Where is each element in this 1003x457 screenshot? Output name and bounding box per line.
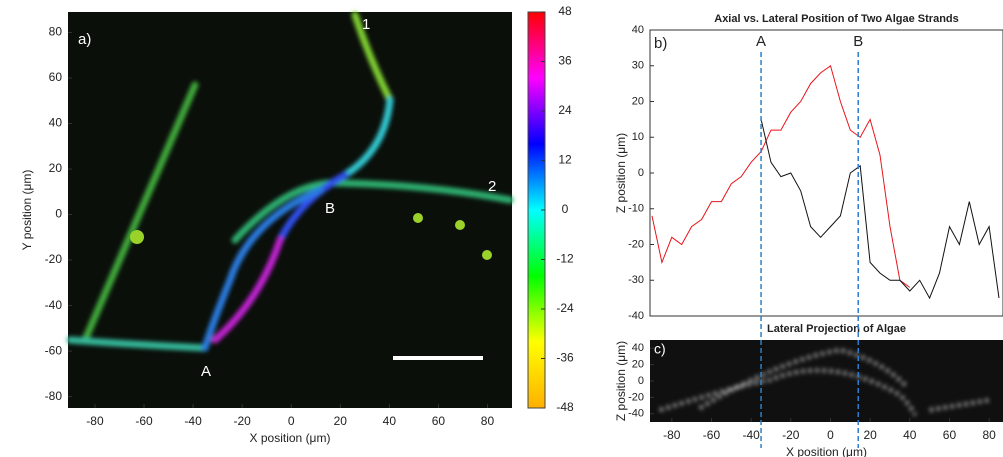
x-tick-label: -80 <box>86 414 104 428</box>
x-tick-label: -60 <box>703 428 721 442</box>
x-tick-label: -20 <box>782 428 800 442</box>
x-tick-label: -20 <box>233 414 251 428</box>
colorbar-tick-label: 24 <box>558 103 572 117</box>
projection-strands <box>659 347 991 416</box>
y-tick-label: -40 <box>628 408 644 420</box>
colorbar-tick-label: 36 <box>558 54 572 68</box>
y-axis-label: Y position (μm) <box>20 170 34 251</box>
annotation: 1 <box>362 16 370 33</box>
x-tick-label: 20 <box>334 414 348 428</box>
x-tick-label: -60 <box>135 414 153 428</box>
y-tick-label: -60 <box>45 343 63 357</box>
y-tick-label: 20 <box>632 359 644 371</box>
y-tick-label: 40 <box>49 116 63 130</box>
y-tick-label: 80 <box>49 25 63 39</box>
y-tick-label: 10 <box>632 131 644 143</box>
colorbar-tick-label: 48 <box>558 4 572 18</box>
y-axis-label: Z position (μm) <box>614 133 628 213</box>
y-tick-label: -40 <box>628 310 644 322</box>
x-tick-label: 80 <box>481 414 495 428</box>
x-tick-label: 60 <box>943 428 957 442</box>
y-tick-label: -40 <box>45 298 63 312</box>
marker-label: A <box>756 33 766 50</box>
colorbar-tick-label: -24 <box>556 301 574 315</box>
marker-label: B <box>853 33 863 50</box>
y-tick-label: 20 <box>632 95 644 107</box>
micrograph <box>68 12 512 408</box>
data-line <box>760 119 1000 300</box>
panel-label: b) <box>654 35 667 52</box>
y-tick-label: 0 <box>638 375 644 387</box>
x-tick-label: 0 <box>827 428 834 442</box>
plot-area <box>649 29 1003 317</box>
data-line <box>651 64 911 288</box>
strands <box>66 11 514 352</box>
x-axis-label: X position (μm) <box>786 445 867 457</box>
x-tick-label: -80 <box>663 428 681 442</box>
x-tick-label: -40 <box>184 414 202 428</box>
x-tick-label: 60 <box>432 414 446 428</box>
y-tick-label: -20 <box>628 391 644 403</box>
annotation: A <box>201 363 211 380</box>
y-tick-label: -20 <box>45 252 63 266</box>
y-axis-label: Z position (μm) <box>614 341 628 421</box>
y-tick-label: 0 <box>55 207 62 221</box>
x-tick-label: -40 <box>742 428 760 442</box>
y-tick-label: 30 <box>632 60 644 72</box>
x-tick-label: 20 <box>863 428 877 442</box>
y-tick-label: -30 <box>628 274 644 286</box>
projection-image <box>650 340 1003 422</box>
panel-label: c) <box>654 341 666 357</box>
y-tick-label: 40 <box>632 342 644 354</box>
annotation: 2 <box>488 178 496 195</box>
x-axis-label: X position (μm) <box>250 431 331 445</box>
colorbar-tick-label: -48 <box>556 400 574 414</box>
y-tick-label: 20 <box>49 161 63 175</box>
x-tick-label: 40 <box>903 428 917 442</box>
annotation: a) <box>78 31 91 48</box>
y-tick-label: 60 <box>49 70 63 84</box>
colorbar-tick-label: 0 <box>562 202 569 216</box>
y-tick-label: -10 <box>628 203 644 215</box>
colorbar-tick-label: -36 <box>556 351 574 365</box>
colorbar-tick-label: -12 <box>556 252 574 266</box>
y-tick-label: 0 <box>638 167 644 179</box>
x-tick-label: 40 <box>383 414 397 428</box>
chart-title: Lateral Projection of Algae <box>767 323 906 335</box>
y-tick-label: 40 <box>632 24 644 36</box>
blobs <box>130 213 492 260</box>
colorbar-tick-label: 12 <box>558 153 572 167</box>
y-tick-label: -20 <box>628 238 644 250</box>
chart-title: Axial vs. Lateral Position of Two Algae … <box>714 13 959 25</box>
y-tick-label: -80 <box>45 389 63 403</box>
x-tick-label: 0 <box>288 414 295 428</box>
x-tick-label: 80 <box>982 428 996 442</box>
annotation: B <box>325 200 335 217</box>
